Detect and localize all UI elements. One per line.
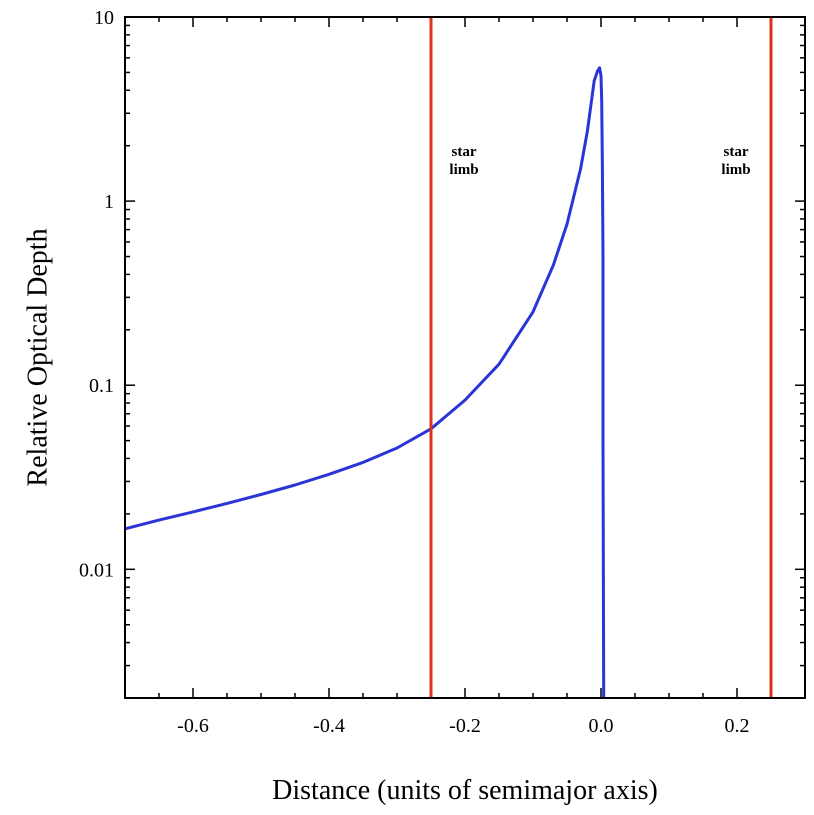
x-axis-title: Distance (units of semimajor axis) [272, 775, 658, 806]
y-tick-label: 0.1 [89, 375, 114, 397]
y-tick-labels: 0.01 0.1 1 10 [79, 7, 114, 581]
y-axis-title: Relative Optical Depth [22, 228, 53, 486]
x-tick-label: 0.2 [725, 715, 750, 737]
y-tick-label: 1 [104, 191, 114, 213]
x-tick-labels: -0.6 -0.4 -0.2 0.0 0.2 [177, 715, 749, 737]
x-tick-label: 0.0 [589, 715, 614, 737]
x-tick-label: -0.4 [313, 715, 345, 737]
y-tick-label: 0.01 [79, 559, 114, 581]
star-limb-annotation-left-line2: limb [449, 162, 478, 178]
x-tick-label: -0.6 [177, 715, 209, 737]
star-limb-annotation-right-line1: star [724, 144, 749, 160]
y-tick-label: 10 [94, 7, 114, 29]
star-limb-annotation-right-line2: limb [721, 162, 750, 178]
tick-marks [124, 17, 806, 699]
series-line-optical-depth [124, 66, 606, 699]
plot-frame [124, 16, 806, 699]
x-tick-label: -0.2 [449, 715, 481, 737]
star-limb-annotation-left-line1: star [452, 144, 477, 160]
